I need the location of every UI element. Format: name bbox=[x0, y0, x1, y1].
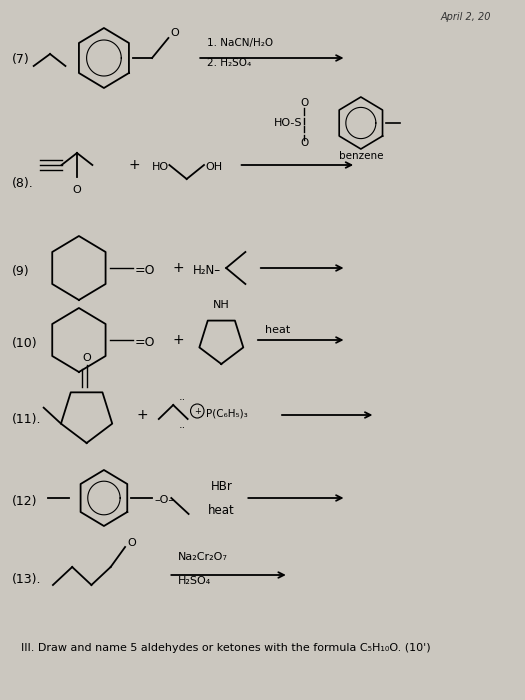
Text: O: O bbox=[170, 28, 179, 38]
Text: 1. NaCN/H₂O: 1. NaCN/H₂O bbox=[207, 38, 273, 48]
Text: –O–: –O– bbox=[154, 495, 174, 505]
Text: HO: HO bbox=[152, 162, 169, 172]
Text: heat: heat bbox=[208, 503, 235, 517]
Text: =O: =O bbox=[135, 335, 155, 349]
Text: +: + bbox=[136, 408, 148, 422]
Text: +: + bbox=[172, 333, 184, 347]
Text: (10): (10) bbox=[12, 337, 37, 351]
Text: heat: heat bbox=[265, 325, 290, 335]
Text: +: + bbox=[194, 407, 201, 416]
Text: (7): (7) bbox=[12, 53, 29, 66]
Text: O: O bbox=[72, 185, 81, 195]
Text: =O: =O bbox=[135, 263, 155, 276]
Text: +: + bbox=[172, 261, 184, 275]
Text: O: O bbox=[300, 138, 308, 148]
Text: O: O bbox=[82, 353, 91, 363]
Text: HBr: HBr bbox=[211, 480, 232, 493]
Text: H₂SO₄: H₂SO₄ bbox=[178, 576, 211, 586]
Text: O: O bbox=[300, 98, 308, 108]
Text: Na₂Cr₂O₇: Na₂Cr₂O₇ bbox=[178, 552, 228, 562]
Text: OH: OH bbox=[205, 162, 222, 172]
Text: (9): (9) bbox=[12, 265, 29, 279]
Text: NH: NH bbox=[213, 300, 230, 310]
Text: benzene: benzene bbox=[339, 151, 383, 161]
Text: April 2, 20: April 2, 20 bbox=[440, 12, 491, 22]
Text: HO-S: HO-S bbox=[274, 118, 303, 128]
Text: ..: .. bbox=[179, 392, 186, 402]
Text: +: + bbox=[129, 158, 141, 172]
Text: (13).: (13). bbox=[12, 573, 41, 585]
Text: P(C₆H₅)₃: P(C₆H₅)₃ bbox=[206, 408, 248, 418]
Text: 2. H₂SO₄: 2. H₂SO₄ bbox=[207, 58, 251, 68]
Text: (12): (12) bbox=[12, 496, 37, 508]
Text: ..: .. bbox=[179, 420, 186, 430]
Text: (11).: (11). bbox=[12, 412, 41, 426]
Text: (8).: (8). bbox=[12, 176, 33, 190]
Text: H₂N–: H₂N– bbox=[193, 263, 220, 276]
Text: O: O bbox=[127, 538, 136, 548]
Text: III. Draw and name 5 aldehydes or ketones with the formula C₅H₁₀O. (10'): III. Draw and name 5 aldehydes or ketone… bbox=[21, 643, 431, 653]
